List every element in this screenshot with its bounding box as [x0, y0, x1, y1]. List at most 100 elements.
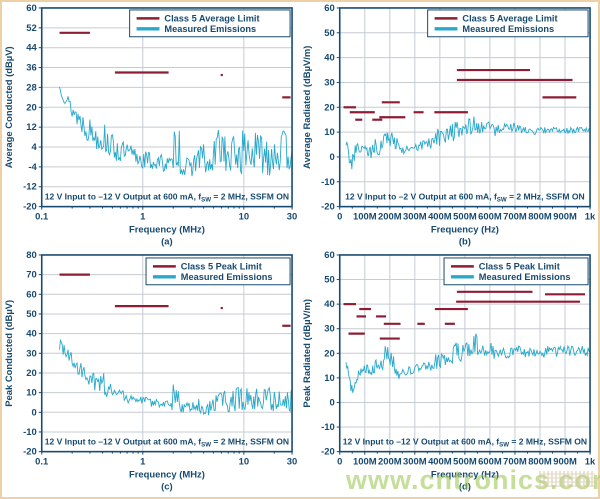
x-tick-label: 100M: [353, 456, 377, 467]
y-axis-tick-labels: 80 70 60 50 40 30 20 10 0 -10 -20: [23, 250, 37, 457]
x-tick-label: 10: [239, 456, 249, 467]
x-tick-label: 0.1: [35, 456, 48, 467]
y-axis-tick-labels: 60 50 40 30 20 10 0 -10 -20: [321, 250, 335, 457]
y-tick-label: 50: [324, 27, 334, 38]
y-tick-label: 10: [26, 387, 36, 398]
panel-b: 60 50 40 30 20 10 0 -10 -20 0 100M 200M 300M 400M 500M…: [300, 2, 598, 250]
y-tick-label: 80: [26, 250, 36, 260]
x-tick-label: 700M: [503, 211, 527, 222]
x-tick-label: 700M: [503, 456, 527, 467]
emissions-trace: [59, 338, 293, 416]
y-axis-label: Peak Radiated (dBµV/m): [301, 299, 312, 408]
y-tick-label: 60: [324, 2, 334, 13]
x-tick-label: 900M: [553, 456, 577, 467]
y-tick-label: 12: [26, 121, 36, 132]
y-tick-label: 20: [324, 348, 334, 359]
x-tick-label: 500M: [453, 211, 477, 222]
y-tick-label: -20: [321, 201, 335, 212]
gridlines: [41, 7, 293, 207]
x-axis-label: Frequency (Hz): [431, 223, 499, 234]
x-tick-label: 10: [239, 211, 249, 222]
legend-label: Measured Emissions: [181, 272, 273, 282]
y-axis-label: Average Conducted (dBµV): [3, 46, 14, 168]
y-tick-label: 20: [26, 101, 36, 112]
y-tick-label: -10: [321, 421, 335, 432]
plot-frame: [40, 254, 293, 453]
y-tick-label: -20: [23, 201, 37, 212]
x-tick-label: 900M: [553, 211, 577, 222]
y-tick-label: 0: [32, 407, 37, 418]
limit-segments: [343, 291, 586, 340]
panel-d: 60 50 40 30 20 10 0 -10 -20 0 100M 200M 300M 400M 500M…: [300, 250, 598, 498]
x-tick-label: 1: [140, 211, 145, 222]
condition-annotation: 12 V Input to –12 V Output at 600 mA, fS…: [343, 437, 587, 449]
x-tick-label: 800M: [528, 211, 552, 222]
y-tick-label: 10: [324, 126, 334, 137]
y-tick-label: -20: [23, 446, 37, 457]
y-tick-label: 60: [26, 289, 36, 300]
x-tick-label: 200M: [378, 211, 402, 222]
y-axis-tick-labels: 60 50 40 30 20 10 0 -10 -20: [321, 2, 335, 212]
x-tick-label: 30: [287, 211, 297, 222]
x-tick-label: 500M: [453, 456, 477, 467]
y-tick-label: 52: [26, 22, 36, 33]
limit-segments: [59, 273, 291, 328]
panel-a: 60 52 44 36 28 20 12 4 -4 -12 -20 0.1 1 10 30 Class 5 A…: [2, 2, 300, 250]
y-tick-label: 4: [32, 141, 38, 152]
x-tick-label: 1k: [585, 211, 596, 222]
y-tick-label: 20: [26, 367, 36, 378]
y-tick-label: 70: [26, 269, 36, 280]
legend-box: [443, 257, 589, 286]
panel-caption: (d): [459, 481, 471, 492]
gridlines: [339, 255, 591, 452]
y-tick-label: 40: [324, 298, 334, 309]
y-tick-label: 36: [26, 62, 36, 73]
panel-caption: (a): [161, 235, 173, 246]
legend-label: Measured Emissions: [479, 272, 571, 282]
x-axis-tick-labels: 0.1 1 10 30: [35, 211, 297, 222]
legend-label: Class 5 Peak Limit: [181, 262, 262, 272]
x-tick-label: 100M: [353, 211, 377, 222]
y-tick-label: -20: [321, 446, 335, 457]
y-tick-label: 28: [26, 81, 36, 92]
legend-box: [145, 257, 291, 286]
legend-label: Class 5 Peak Limit: [479, 262, 560, 272]
y-axis-label: Peak Conducted (dBµV): [3, 300, 14, 407]
x-tick-label: 600M: [478, 456, 502, 467]
limit-segments: [59, 31, 291, 99]
gridlines: [339, 7, 591, 207]
axis-ticks: [336, 7, 591, 210]
y-tick-label: 20: [324, 101, 334, 112]
x-tick-label: 0: [337, 211, 342, 222]
plot-frame: [40, 7, 293, 208]
x-axis-tick-labels: 0.1 1 10 30: [35, 456, 297, 467]
y-tick-label: 50: [324, 274, 334, 285]
x-axis-label: Frequency (MHz): [129, 469, 205, 480]
x-axis-tick-labels: 0 100M 200M 300M 400M 500M 600M 700M 800M 900M 1k: [337, 211, 596, 222]
x-tick-label: 800M: [528, 456, 552, 467]
emissions-trace: [345, 116, 591, 170]
panel-caption: (b): [459, 235, 471, 246]
x-tick-label: 600M: [478, 211, 502, 222]
x-tick-label: 1k: [585, 456, 596, 467]
legend-box: [427, 9, 589, 38]
panel-c: 80 70 60 50 40 30 20 10 0 -10 -20 0.1 1 10 30 Class 5 P…: [2, 250, 300, 498]
y-tick-label: -10: [321, 176, 335, 187]
emissions-trace: [59, 86, 293, 177]
condition-annotation: 12 V Input to –12 V Output at 600 mA, fS…: [45, 437, 289, 449]
y-tick-label: 30: [26, 348, 36, 359]
x-tick-label: 0.1: [35, 211, 48, 222]
y-tick-label: 44: [26, 42, 37, 53]
legend-label: Measured Emissions: [462, 24, 554, 34]
y-tick-label: 30: [324, 323, 334, 334]
y-tick-label: 0: [330, 397, 335, 408]
y-tick-label: 40: [324, 52, 334, 63]
x-tick-label: 30: [287, 456, 297, 467]
x-tick-label: 1: [140, 456, 145, 467]
